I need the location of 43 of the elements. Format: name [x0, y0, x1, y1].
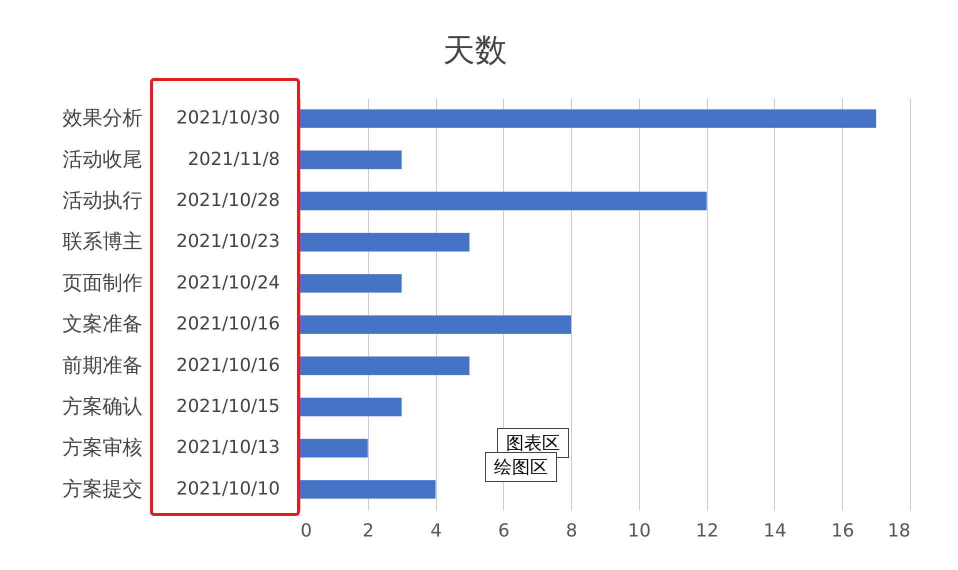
y-tick-label: 页面制作 [62, 270, 142, 294]
x-tick-label: 10 [628, 520, 651, 542]
bar [300, 398, 402, 416]
y-tick-label: 方案确认 [62, 394, 142, 418]
bar [300, 192, 707, 210]
y-tick-label: 效果分析 [62, 106, 142, 130]
text: 2021/10/28 [176, 190, 280, 211]
y-tick-label: 联系博主 [62, 229, 142, 254]
text: 2021/10/16 [176, 354, 280, 376]
y-tick-label: 前期准备 [62, 352, 142, 377]
x-tick-label: 12 [696, 520, 719, 542]
x-tick-label: 6 [498, 520, 510, 542]
y-tick-label: 活动收尾 [62, 146, 142, 171]
bar [300, 315, 572, 334]
bar [300, 150, 402, 170]
chart-title: 天数 [443, 31, 507, 69]
y-tick-label: 方案提交 [62, 476, 142, 500]
text: 2021/10/16 [176, 314, 280, 335]
text: 2021/10/15 [176, 396, 280, 417]
bar [300, 274, 402, 293]
x-tick-label: 16 [831, 520, 854, 542]
text: 2021/11/8 [188, 148, 280, 170]
x-tick-label: 14 [763, 520, 786, 542]
bar [300, 232, 470, 252]
bar [300, 480, 436, 499]
x-tick-label: 0 [300, 520, 312, 542]
text: 2021/10/24 [176, 272, 280, 294]
bar [300, 109, 876, 128]
annotation: 图表区 [497, 428, 569, 458]
x-tick-label: 2 [362, 520, 374, 542]
text: 2021/10/13 [176, 437, 280, 458]
bar [300, 438, 368, 458]
text: 2021/10/30 [176, 108, 280, 129]
y-tick-label: 文案准备 [62, 312, 142, 336]
annotation: 绘图区 [494, 457, 548, 478]
bar [300, 356, 470, 376]
y-tick-label: 方案审核 [62, 435, 142, 460]
x-tick-label: 4 [430, 520, 442, 542]
text: 2021/10/10 [176, 478, 280, 500]
text: 2021/10/23 [176, 231, 280, 252]
y-tick-label: 活动执行 [62, 188, 142, 212]
x-tick-label: 18 [888, 520, 910, 542]
x-tick-label: 8 [566, 520, 578, 542]
